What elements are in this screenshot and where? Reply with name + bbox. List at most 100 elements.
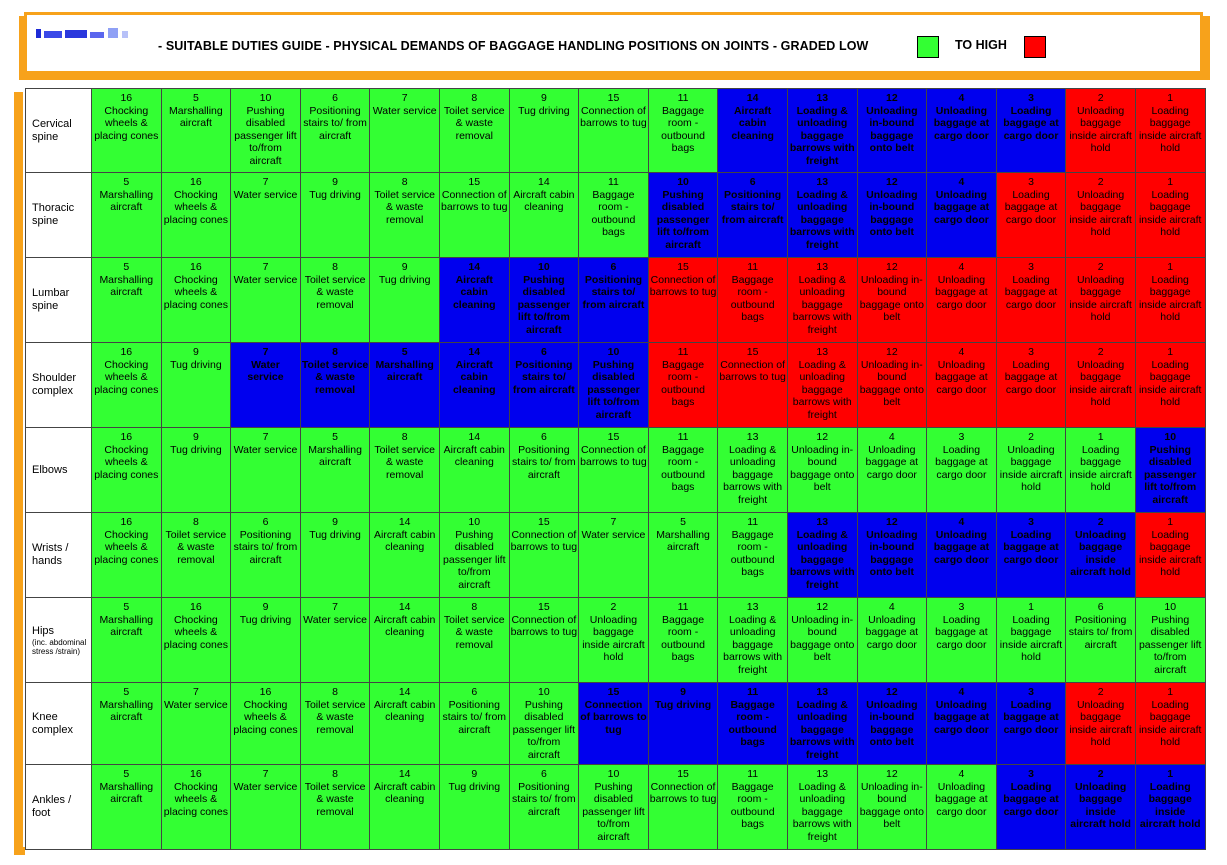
duty-cell: 2 Unloading baggage inside aircraft hold xyxy=(1065,88,1136,173)
duty-name: Marshalling aircraft xyxy=(308,443,362,469)
duty-name: Pushing disabled passenger lift to/from … xyxy=(1138,613,1202,676)
duty-cell: 3 Loading baggage at cargo door xyxy=(995,342,1067,428)
duty-cell: 5 Marshalling aircraft xyxy=(91,682,162,765)
duty-cell-content: 15 Connection of barrows to tug xyxy=(510,513,579,554)
duty-name: Unloading baggage inside aircraft hold xyxy=(1070,528,1131,579)
duty-cell-content: 12 Unloading in-bound baggage onto belt xyxy=(858,683,927,749)
duty-cell-content: 13 Loading & unloading baggage barrows wi… xyxy=(788,173,857,251)
duty-cell: 8 Toilet service & waste removal xyxy=(369,427,440,513)
duty-rank: 7 xyxy=(401,92,408,104)
duty-cell: 16 Chocking wheels & placing cones xyxy=(230,682,301,765)
duty-name: Loading baggage at cargo door xyxy=(1003,104,1059,142)
duty-cell: 6 Positioning stairs to/ from aircraft xyxy=(299,88,371,173)
duty-rank: 7 xyxy=(262,431,269,443)
duty-cell-content: 7 Water service xyxy=(231,343,300,384)
duty-cell-content: 12 Unloading in-bound baggage onto belt xyxy=(858,173,927,239)
duty-cell-content: 1 Loading baggage inside aircraft hold xyxy=(1136,173,1205,239)
duty-cell: 1 Loading baggage inside aircraft hold xyxy=(995,597,1067,683)
duty-cell: 15 Connection of barrows to tug xyxy=(508,597,580,683)
duty-rank: 1 xyxy=(1167,516,1174,528)
duty-cell: 7 Water service xyxy=(230,764,301,850)
duty-name: Connection of barrows to tug xyxy=(510,528,578,554)
duty-rank: 4 xyxy=(888,431,895,443)
duty-rank: 8 xyxy=(332,768,338,780)
duty-cell-content: 10 Pushing disabled passenger lift to/fro… xyxy=(440,513,509,591)
duty-cell: 4 Unloading baggage at cargo door xyxy=(926,512,997,598)
duty-cell: 6 Positioning stairs to/ from aircraft xyxy=(1065,597,1136,683)
duty-rank: 16 xyxy=(259,686,272,698)
joint-name: Hips xyxy=(32,624,55,637)
duty-cell-content: 2 Unloading baggage inside aircraft hold xyxy=(997,428,1066,494)
duty-rank: 10 xyxy=(607,768,620,780)
duty-name: Loading baggage inside aircraft hold xyxy=(1138,104,1202,155)
duty-cell-content: 16 Chocking wheels & placing cones xyxy=(162,258,231,311)
duty-cell-content: 7 Water service xyxy=(370,89,439,117)
duty-name: Loading baggage at cargo door xyxy=(935,443,988,481)
joint-name: Cervical spine xyxy=(32,117,72,143)
duty-cell-content: 8 Toilet service & waste removal xyxy=(301,258,370,311)
duty-name: Connection of barrows to tug xyxy=(580,104,647,130)
duty-name: Tug driving xyxy=(239,613,292,626)
duty-cell-content: 13 Loading & unloading baggage barrows wi… xyxy=(788,343,857,421)
duty-rank: 3 xyxy=(1028,261,1034,273)
duty-rank: 6 xyxy=(610,261,617,273)
duty-name: Water service xyxy=(233,188,298,201)
duty-cell-content: 6 Positioning stairs to/ from aircraft xyxy=(579,258,648,311)
duty-name: Marshalling aircraft xyxy=(99,273,154,299)
duty-rank: 1 xyxy=(1167,686,1174,698)
duty-rank: 11 xyxy=(677,92,689,104)
duty-name: Aircraft cabin cleaning xyxy=(452,273,496,311)
duty-cell-content: 9 Tug driving xyxy=(231,598,300,626)
duty-name: Unloading in-bound baggage onto belt xyxy=(866,104,918,155)
duty-rank: 3 xyxy=(1028,92,1034,104)
duty-cell: 12 Unloading in-bound baggage onto belt xyxy=(856,512,928,598)
duty-name: Marshalling aircraft xyxy=(375,358,434,384)
table-row: Hips (inc. abdominal stress /strain) 5 Mars… xyxy=(25,597,1206,683)
duty-rank: 16 xyxy=(120,92,133,104)
joint-label: Cervical spine xyxy=(25,88,92,173)
duty-name: Chocking wheels & placing cones xyxy=(94,443,159,481)
duty-rank: 12 xyxy=(885,686,898,698)
duty-cell-content: 1 Loading baggage inside aircraft hold xyxy=(1136,683,1205,749)
duty-cell: 15 Connection of barrows to tug xyxy=(717,342,788,428)
to-high-label: TO HIGH xyxy=(955,38,1007,52)
duty-cell-content: 13 Loading & unloading baggage barrows wi… xyxy=(718,598,787,676)
duty-name: Loading baggage at cargo door xyxy=(1004,273,1058,311)
duty-rank: 11 xyxy=(608,176,619,188)
joint-label: Lumbar spine xyxy=(25,257,92,343)
duty-cell: 5 Marshalling aircraft xyxy=(299,427,371,513)
duty-name: Aircraft cabin cleaning xyxy=(513,188,575,214)
duty-rank: 12 xyxy=(816,601,829,613)
duty-cell-content: 8 Toilet service & waste removal xyxy=(370,428,439,481)
table-bottom-accent xyxy=(14,847,25,855)
duty-cell-content: 3 Loading baggage at cargo door xyxy=(997,683,1066,736)
duty-cell: 7 Water service xyxy=(230,172,301,258)
duty-cell: 13 Loading & unloading baggage barrows wi… xyxy=(786,764,858,850)
duty-cell-content: 11 Baggage room - outbound bags xyxy=(649,428,718,494)
duty-rank: 2 xyxy=(1097,92,1104,104)
duty-rank: 10 xyxy=(468,516,481,528)
duty-name: Aircraft cabin cleaning xyxy=(374,698,436,724)
duty-cell: 2 Unloading baggage inside aircraft hold xyxy=(1065,172,1136,258)
duty-rank: 13 xyxy=(816,176,829,188)
duty-name: Loading & unloading baggage barrows with… xyxy=(789,104,855,167)
duty-name: Loading baggage at cargo door xyxy=(1004,358,1058,396)
duty-cell: 2 Unloading baggage inside aircraft hold xyxy=(1065,764,1136,850)
duty-name: Unloading baggage at cargo door xyxy=(935,358,988,396)
duty-cell: 14 Aircraft cabin cleaning xyxy=(438,342,510,428)
duty-cell-content: 12 Unloading in-bound baggage onto belt xyxy=(788,428,857,494)
duty-cell-content: 12 Unloading in-bound baggage onto belt xyxy=(858,513,927,579)
duty-cell-content: 10 Pushing disabled passenger lift to/fro… xyxy=(510,258,579,336)
duty-name: Tug driving xyxy=(170,443,222,456)
duty-cell-content: 8 Toilet service & waste removal xyxy=(301,765,370,818)
duty-name: Loading & unloading baggage barrows with… xyxy=(792,358,852,421)
duty-name: Pushing disabled passenger lift to/from … xyxy=(517,273,571,336)
duty-name: Positioning stairs to/ from aircraft xyxy=(1068,613,1133,651)
duty-cell-content: 5 Marshalling aircraft xyxy=(92,258,161,299)
duty-cell: 5 Marshalling aircraft xyxy=(91,764,162,850)
duty-cell-content: 9 Tug driving xyxy=(162,428,231,456)
duty-rank: 5 xyxy=(123,261,130,273)
duty-cell-content: 4 Unloading baggage at cargo door xyxy=(927,173,996,226)
duty-cell: 14 Aircraft cabin cleaning xyxy=(369,597,440,683)
duty-cell: 4 Unloading baggage at cargo door xyxy=(926,172,997,258)
